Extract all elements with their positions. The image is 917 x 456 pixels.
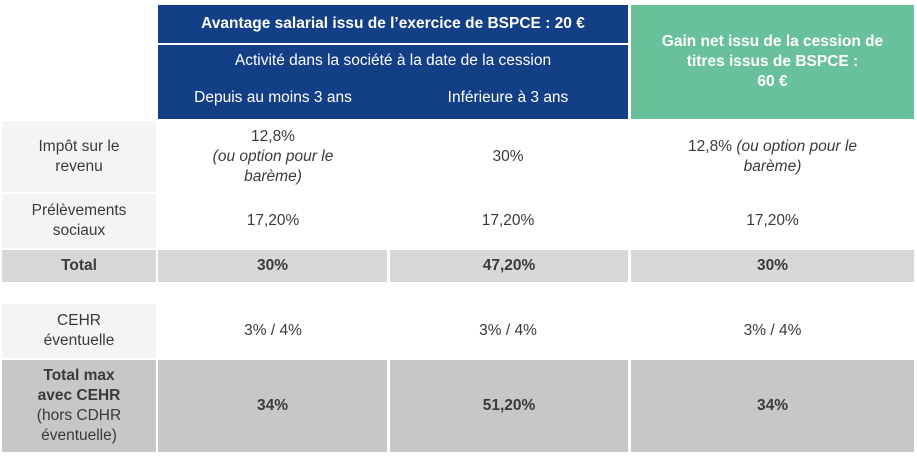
cehr-cell-3ans-moins: 3% / 4% bbox=[388, 304, 628, 358]
row-label-prelevements-l1: Prélèvements bbox=[31, 202, 127, 219]
activity-header: Activité dans la société à la date de la… bbox=[158, 45, 628, 77]
total-max-c3: 34% bbox=[756, 397, 789, 414]
prelevements-c3: 17,20% bbox=[746, 212, 799, 229]
row-label-total-text: Total bbox=[61, 257, 97, 274]
total-c1: 30% bbox=[256, 257, 289, 274]
col-header-3ans-moins-text: Inférieure à 3 ans bbox=[447, 89, 569, 106]
row-label-total-max-l3: (hors CDHR bbox=[36, 407, 122, 424]
impot-c2: 30% bbox=[492, 147, 524, 165]
impot-c3-ital-b: barème) bbox=[743, 157, 802, 175]
prelevements-cell-gain-net: 17,20% bbox=[631, 194, 914, 248]
row-label-total-max-l2: avec CEHR bbox=[37, 387, 121, 404]
cehr-c3: 3% / 4% bbox=[743, 322, 802, 339]
row-label-total-max: Total max avec CEHR (hors CDHR éventuell… bbox=[2, 360, 156, 452]
impot-c3-plain: 12,8% bbox=[688, 137, 737, 155]
row-label-total: Total bbox=[2, 250, 156, 282]
total-max-c2: 51,20% bbox=[482, 397, 536, 414]
impot-cell-gain-net: 12,8% (ou option pour le barème) bbox=[631, 121, 914, 192]
gain-net-line3: 60 € bbox=[757, 73, 788, 90]
impot-cell-3ans-plus: 12,8% (ou option pour le barème) bbox=[158, 121, 388, 192]
prelevements-cell-3ans-moins: 17,20% bbox=[388, 194, 628, 248]
total-cell-3ans-moins: 47,20% bbox=[390, 250, 628, 282]
row-label-total-max-l4: éventuelle) bbox=[41, 427, 117, 444]
prelevements-c2: 17,20% bbox=[481, 212, 535, 229]
total-max-cell-gain-net: 34% bbox=[631, 360, 914, 452]
impot-c3-line1: 12,8% (ou option pour le bbox=[688, 137, 857, 157]
row-label-impot: Impôt sur le revenu bbox=[2, 121, 156, 192]
total-cell-3ans-plus: 30% bbox=[158, 250, 387, 282]
col-header-3ans-plus: Depuis au moins 3 ans bbox=[158, 77, 388, 119]
total-max-c1: 34% bbox=[256, 397, 289, 414]
total-c2: 47,20% bbox=[482, 257, 536, 274]
cehr-c2: 3% / 4% bbox=[479, 322, 537, 339]
impot-c3-ital-a: (ou option pour le bbox=[736, 137, 857, 155]
cehr-cell-3ans-plus: 3% / 4% bbox=[158, 304, 388, 358]
total-c3: 30% bbox=[756, 257, 789, 274]
row-label-cehr: CEHR éventuelle bbox=[2, 304, 156, 358]
impot-c1-l2: (ou option pour le bbox=[212, 147, 334, 165]
prelevements-c1: 17,20% bbox=[246, 212, 300, 229]
total-max-cell-3ans-moins: 51,20% bbox=[390, 360, 628, 452]
row-label-cehr-l1: CEHR bbox=[57, 312, 101, 329]
prelevements-cell-3ans-plus: 17,20% bbox=[158, 194, 388, 248]
gain-net-line1: Gain net issu de la cession de bbox=[661, 33, 884, 50]
cehr-c1: 3% / 4% bbox=[244, 322, 302, 339]
row-label-cehr-l2: éventuelle bbox=[43, 332, 115, 349]
gain-net-line2: titres issus de BSPCE : bbox=[686, 53, 859, 70]
total-cell-gain-net: 30% bbox=[631, 250, 914, 282]
row-label-impot-l2: revenu bbox=[55, 157, 103, 175]
gain-net-header: Gain net issu de la cession de titres is… bbox=[631, 5, 914, 119]
cehr-cell-gain-net: 3% / 4% bbox=[631, 304, 914, 358]
col-header-3ans-plus-text: Depuis au moins 3 ans bbox=[194, 89, 352, 106]
bspce-header-text: Avantage salarial issu de l’exercice de … bbox=[201, 15, 585, 32]
col-header-3ans-moins: Inférieure à 3 ans bbox=[388, 77, 628, 119]
total-max-cell-3ans-plus: 34% bbox=[158, 360, 387, 452]
activity-header-text: Activité dans la société à la date de la… bbox=[234, 52, 552, 69]
impot-c1-l1: 12,8% bbox=[251, 127, 295, 145]
bspce-header: Avantage salarial issu de l’exercice de … bbox=[158, 5, 628, 43]
row-label-prelevements: Prélèvements sociaux bbox=[2, 194, 156, 248]
row-label-total-max-l1: Total max bbox=[43, 367, 115, 384]
impot-c1-l3: barème) bbox=[244, 167, 302, 185]
row-label-impot-l1: Impôt sur le bbox=[38, 137, 120, 155]
impot-cell-3ans-moins: 30% bbox=[388, 121, 628, 192]
row-label-prelevements-l2: sociaux bbox=[52, 222, 106, 239]
